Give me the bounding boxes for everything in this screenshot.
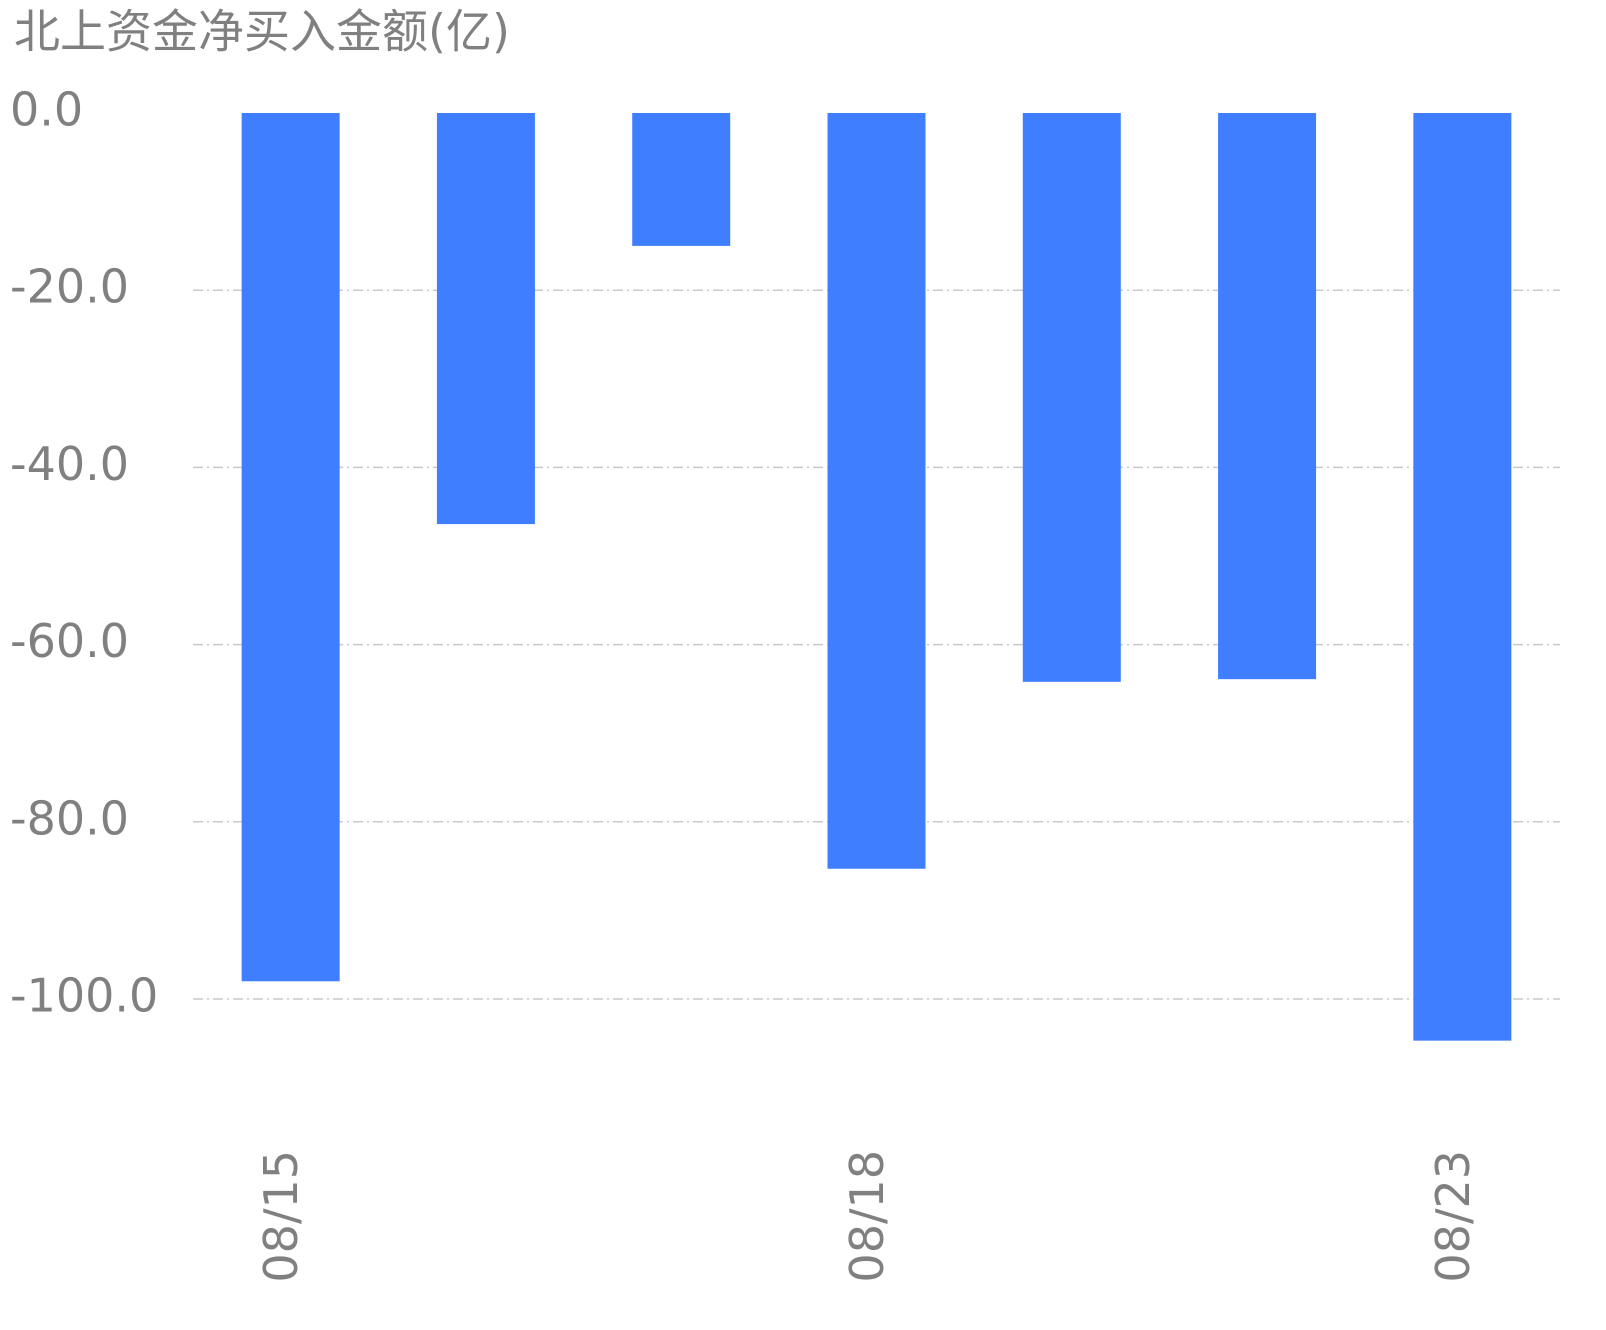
bar [241,113,340,982]
bar [827,113,926,869]
bar [632,113,731,246]
bar [1413,113,1512,1041]
x-tick-label: 08/23 [1426,1150,1480,1283]
y-tick-label: -20.0 [10,260,129,314]
y-tick-label: -40.0 [10,437,129,491]
x-tick-label: 08/18 [840,1150,894,1283]
bar [1218,113,1317,680]
y-tick-label: -60.0 [10,614,129,668]
y-tick-label: -100.0 [10,969,158,1023]
bar [1022,113,1121,682]
chart-title: 北上资金净买入金额(亿) [14,5,510,59]
x-tick-label: 08/15 [254,1150,308,1283]
bar [436,113,535,525]
y-tick-label: 0.0 [10,83,83,137]
y-tick-label: -80.0 [10,791,129,845]
